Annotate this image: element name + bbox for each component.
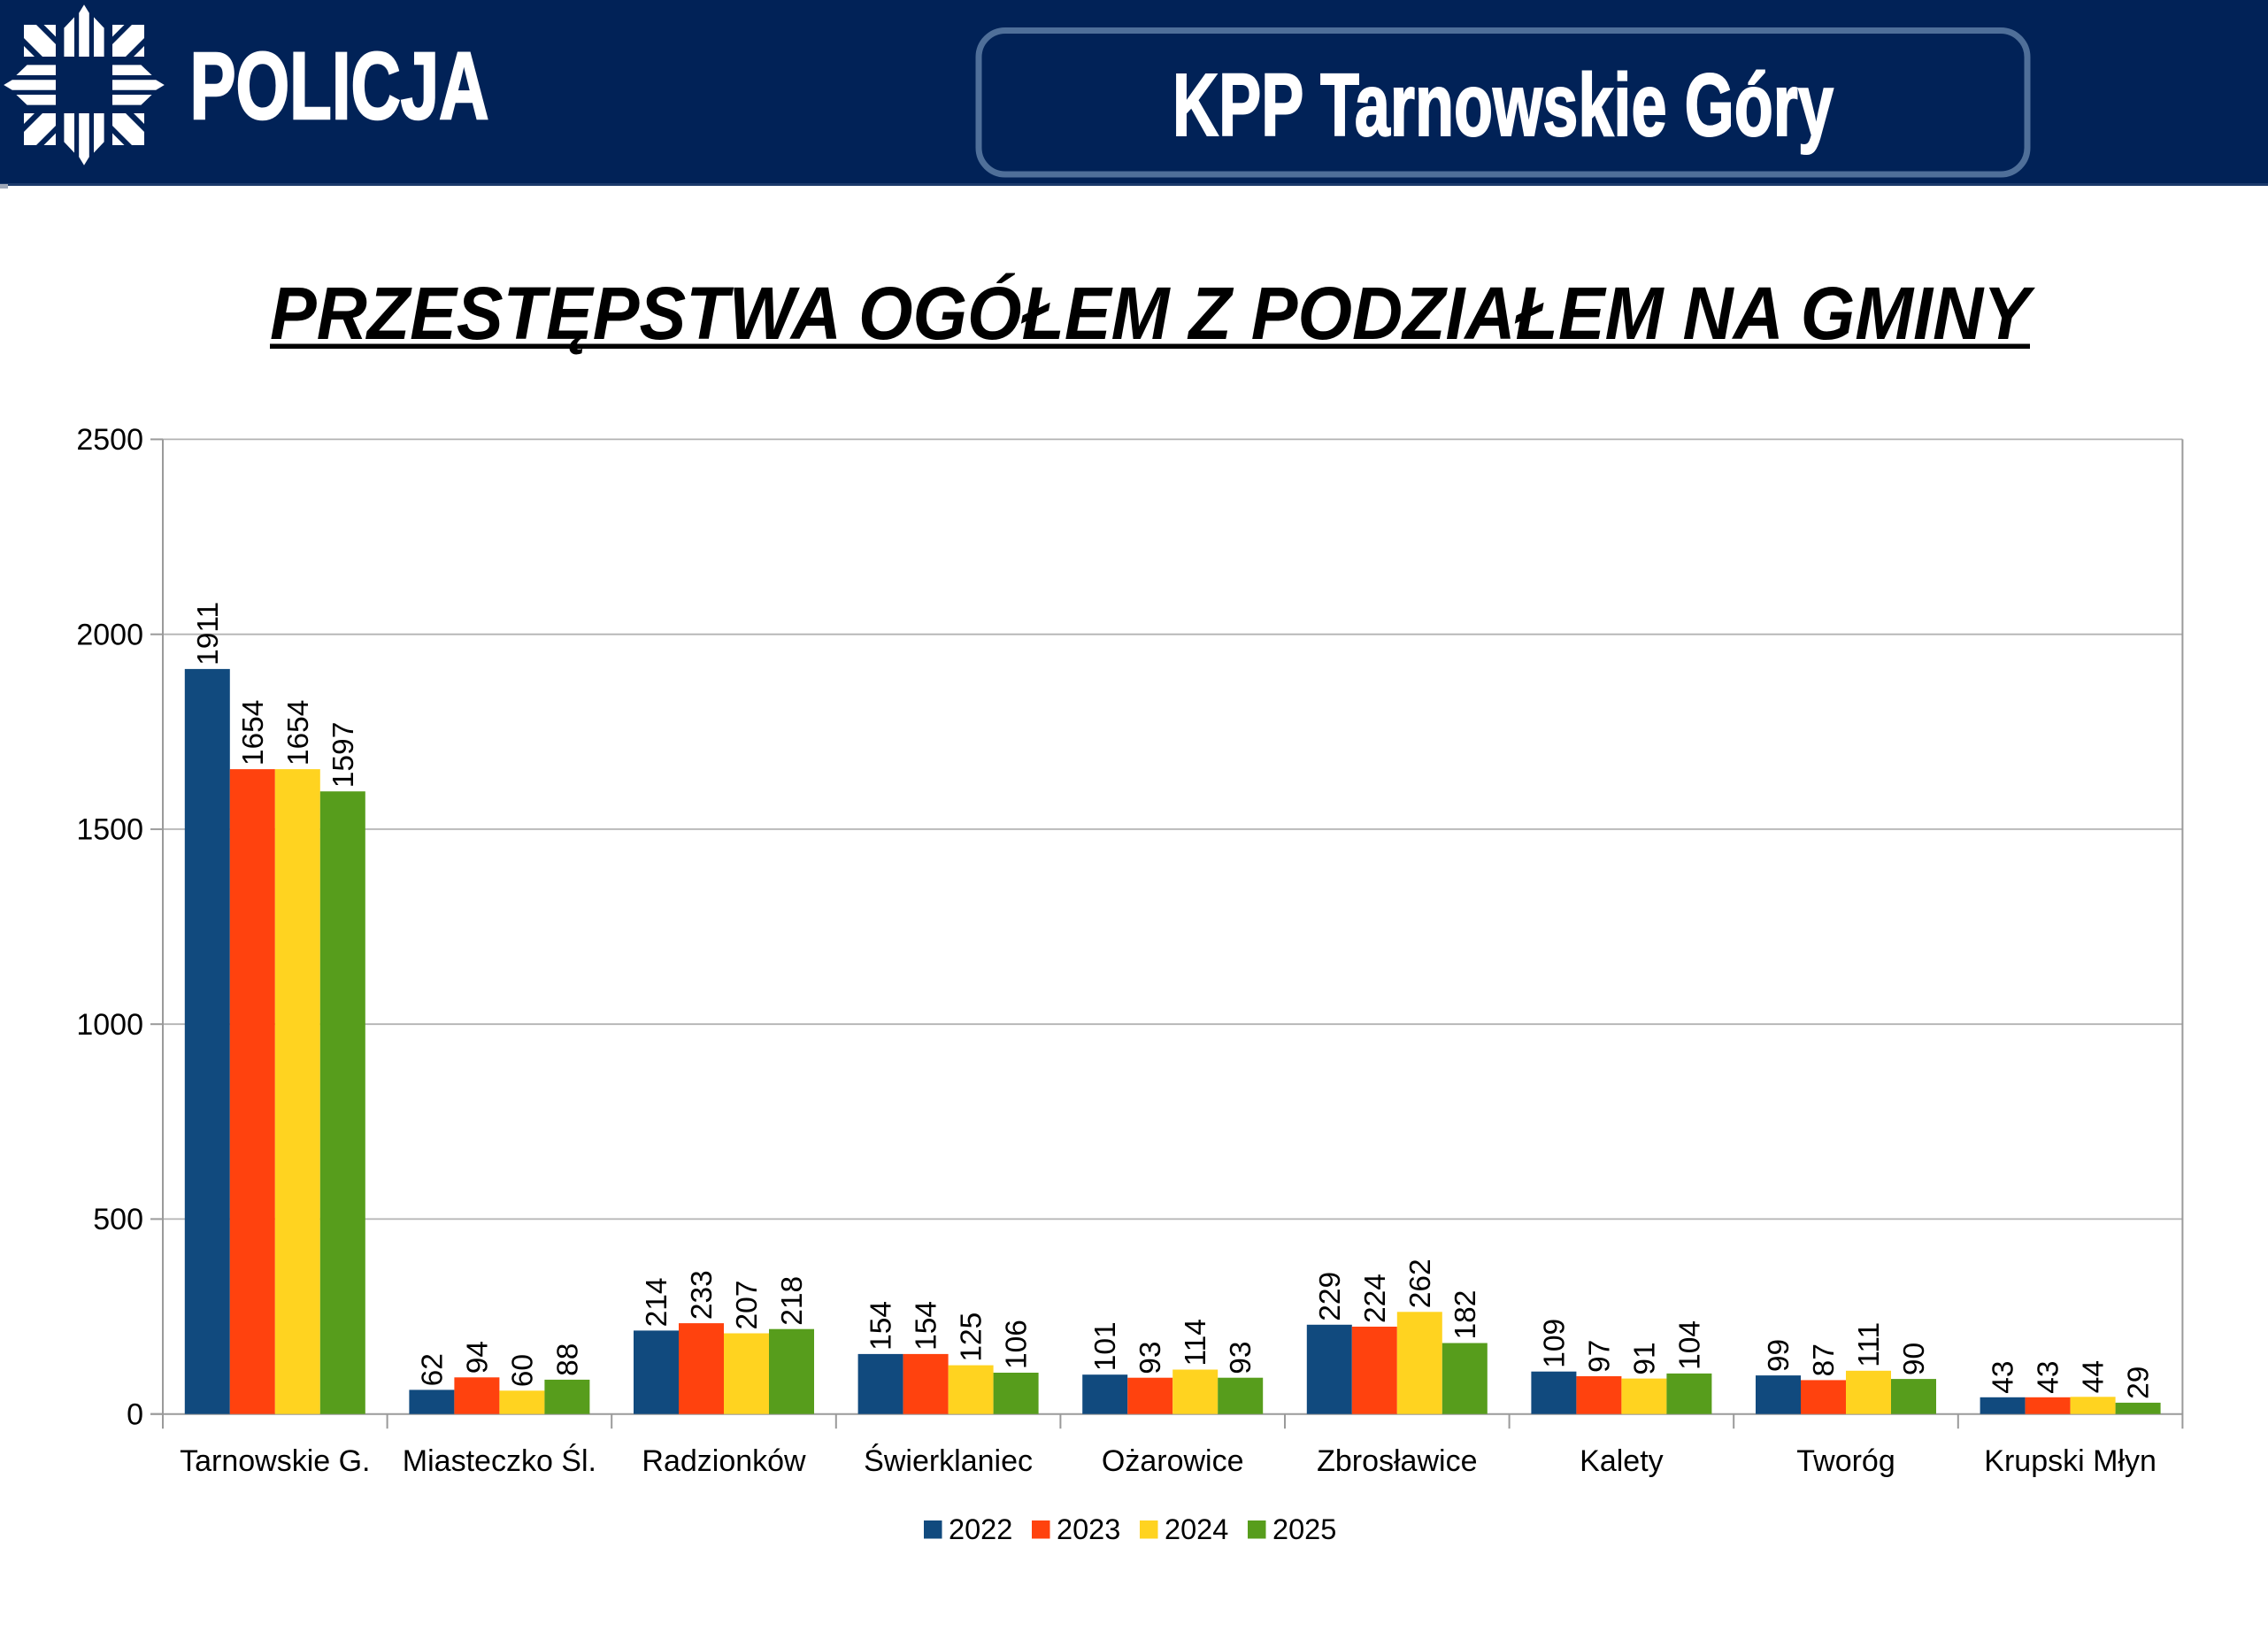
- svg-text:Miasteczko Śl.: Miasteczko Śl.: [403, 1443, 596, 1478]
- svg-text:Zbrosławice: Zbrosławice: [1317, 1444, 1477, 1478]
- svg-text:Kalety: Kalety: [1580, 1444, 1664, 1478]
- svg-text:2000: 2000: [76, 618, 143, 651]
- svg-text:229: 229: [1314, 1272, 1347, 1321]
- svg-text:224: 224: [1359, 1274, 1392, 1323]
- svg-text:Krupski Młyn: Krupski Młyn: [1984, 1444, 2157, 1478]
- svg-text:1000: 1000: [76, 1008, 143, 1042]
- svg-text:1654: 1654: [237, 700, 270, 766]
- svg-text:1911: 1911: [192, 602, 225, 666]
- svg-text:106: 106: [1001, 1320, 1034, 1369]
- svg-text:218: 218: [776, 1276, 809, 1326]
- svg-text:2022: 2022: [949, 1513, 1012, 1545]
- svg-text:POLICJA: POLICJA: [190, 33, 489, 139]
- svg-text:104: 104: [1673, 1320, 1706, 1370]
- svg-text:Tworóg: Tworóg: [1796, 1444, 1895, 1478]
- svg-text:KPP Tarnowskie Góry: KPP Tarnowskie Góry: [1172, 56, 1834, 155]
- svg-text:101: 101: [1089, 1321, 1122, 1371]
- svg-text:2025: 2025: [1272, 1513, 1336, 1545]
- svg-text:PRZESTĘPSTWA OGÓŁEM Z PODZIAŁE: PRZESTĘPSTWA OGÓŁEM Z PODZIAŁEM NA GMINY: [270, 272, 2036, 355]
- svg-text:43: 43: [2033, 1361, 2065, 1394]
- svg-text:97: 97: [1583, 1340, 1616, 1373]
- svg-text:44: 44: [2078, 1360, 2110, 1393]
- svg-text:93: 93: [1134, 1341, 1167, 1374]
- svg-text:87: 87: [1808, 1343, 1841, 1376]
- svg-text:2024: 2024: [1165, 1513, 1228, 1545]
- svg-text:262: 262: [1404, 1259, 1437, 1308]
- svg-text:Świerklaniec: Świerklaniec: [864, 1443, 1033, 1478]
- svg-text:2500: 2500: [76, 423, 143, 457]
- svg-text:214: 214: [641, 1277, 673, 1327]
- svg-text:1500: 1500: [76, 813, 143, 847]
- svg-text:88: 88: [551, 1343, 584, 1376]
- svg-text:94: 94: [461, 1341, 494, 1374]
- svg-text:Tarnowskie G.: Tarnowskie G.: [180, 1444, 370, 1478]
- svg-text:109: 109: [1538, 1319, 1571, 1368]
- svg-text:500: 500: [93, 1203, 143, 1236]
- svg-text:Ożarowice: Ożarowice: [1102, 1444, 1244, 1478]
- svg-text:62: 62: [416, 1353, 449, 1386]
- svg-text:111: 111: [1853, 1322, 1886, 1367]
- svg-text:154: 154: [911, 1301, 943, 1351]
- svg-text:90: 90: [1898, 1343, 1931, 1375]
- svg-text:182: 182: [1449, 1290, 1482, 1340]
- svg-text:60: 60: [506, 1354, 539, 1387]
- svg-text:29: 29: [2123, 1366, 2156, 1399]
- svg-text:1654: 1654: [282, 700, 315, 766]
- svg-text:Radzionków: Radzionków: [642, 1444, 806, 1478]
- svg-text:207: 207: [731, 1281, 764, 1330]
- svg-text:99: 99: [1763, 1339, 1795, 1372]
- svg-text:114: 114: [1180, 1319, 1212, 1366]
- svg-text:91: 91: [1628, 1342, 1661, 1374]
- svg-text:154: 154: [865, 1301, 898, 1351]
- svg-text:2023: 2023: [1057, 1513, 1120, 1545]
- svg-text:93: 93: [1225, 1341, 1257, 1374]
- svg-text:125: 125: [956, 1313, 988, 1362]
- svg-text:43: 43: [1987, 1361, 2020, 1394]
- svg-text:0: 0: [127, 1397, 143, 1431]
- svg-text:233: 233: [686, 1270, 719, 1320]
- svg-text:1597: 1597: [327, 722, 360, 789]
